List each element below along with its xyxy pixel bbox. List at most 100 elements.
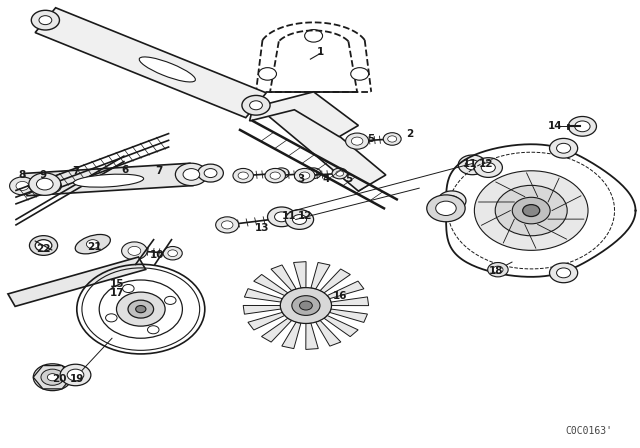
Circle shape	[292, 215, 307, 224]
Polygon shape	[271, 265, 296, 291]
Polygon shape	[327, 281, 364, 299]
Circle shape	[16, 181, 29, 190]
Circle shape	[346, 133, 369, 149]
Ellipse shape	[140, 57, 195, 82]
Circle shape	[568, 116, 596, 136]
Circle shape	[493, 266, 503, 273]
Circle shape	[274, 168, 289, 179]
Circle shape	[305, 30, 323, 42]
Circle shape	[47, 374, 58, 381]
Circle shape	[336, 171, 344, 176]
Circle shape	[275, 212, 289, 222]
Text: 6: 6	[121, 165, 129, 175]
Circle shape	[383, 133, 401, 145]
Circle shape	[280, 215, 289, 221]
Circle shape	[265, 168, 285, 183]
Circle shape	[86, 240, 99, 249]
Circle shape	[198, 164, 223, 182]
Circle shape	[474, 158, 502, 177]
Polygon shape	[253, 275, 288, 296]
Circle shape	[46, 182, 56, 190]
Text: C0C0163': C0C0163'	[565, 426, 612, 436]
Circle shape	[221, 221, 233, 229]
Circle shape	[123, 284, 134, 293]
Circle shape	[46, 373, 59, 382]
Circle shape	[488, 263, 508, 277]
Circle shape	[128, 246, 141, 255]
Circle shape	[136, 306, 146, 313]
Text: 8: 8	[19, 170, 26, 180]
Circle shape	[106, 314, 117, 322]
Text: 1: 1	[316, 47, 324, 56]
Circle shape	[216, 217, 239, 233]
Circle shape	[168, 250, 177, 257]
Ellipse shape	[76, 234, 110, 254]
Text: 2: 2	[406, 129, 413, 139]
Circle shape	[164, 297, 176, 305]
Circle shape	[40, 368, 65, 386]
Text: 11: 11	[282, 211, 296, 221]
Circle shape	[300, 301, 312, 310]
Circle shape	[575, 121, 590, 132]
Text: 12: 12	[479, 159, 493, 168]
Circle shape	[550, 138, 578, 158]
Polygon shape	[282, 322, 301, 349]
Text: 12: 12	[298, 211, 312, 221]
Text: 17: 17	[110, 289, 124, 298]
Text: 19: 19	[70, 374, 84, 383]
Circle shape	[238, 172, 248, 179]
Circle shape	[242, 95, 270, 115]
Circle shape	[285, 210, 314, 229]
Circle shape	[36, 178, 53, 190]
Polygon shape	[262, 318, 292, 342]
Text: 10: 10	[150, 250, 164, 260]
Circle shape	[481, 163, 495, 172]
Circle shape	[116, 292, 165, 326]
Polygon shape	[330, 309, 367, 323]
Circle shape	[31, 179, 52, 193]
Polygon shape	[8, 257, 146, 306]
Text: 22: 22	[36, 244, 51, 254]
Circle shape	[31, 10, 60, 30]
Polygon shape	[316, 320, 341, 346]
Circle shape	[41, 369, 64, 385]
Text: 7: 7	[155, 166, 163, 176]
Circle shape	[310, 171, 317, 176]
Circle shape	[427, 195, 465, 222]
Polygon shape	[244, 289, 282, 302]
Circle shape	[458, 155, 486, 175]
Polygon shape	[24, 163, 193, 196]
Text: 4: 4	[323, 174, 330, 184]
Text: 21: 21	[88, 242, 102, 252]
Circle shape	[332, 168, 348, 179]
Circle shape	[29, 236, 58, 255]
Circle shape	[557, 268, 571, 278]
Circle shape	[280, 288, 332, 323]
Text: 11: 11	[463, 159, 477, 168]
Circle shape	[163, 246, 182, 260]
Circle shape	[67, 369, 84, 381]
Polygon shape	[306, 323, 318, 349]
Circle shape	[512, 197, 550, 224]
Text: 7: 7	[72, 166, 79, 176]
Circle shape	[41, 179, 61, 193]
Circle shape	[204, 168, 217, 177]
Circle shape	[436, 201, 456, 215]
Circle shape	[29, 173, 61, 195]
Text: 15: 15	[110, 280, 124, 289]
Circle shape	[275, 211, 293, 224]
Circle shape	[147, 326, 159, 334]
Circle shape	[351, 137, 363, 145]
Circle shape	[445, 196, 459, 206]
Polygon shape	[33, 366, 72, 389]
Circle shape	[351, 68, 369, 80]
Polygon shape	[311, 263, 330, 289]
Text: 9: 9	[40, 170, 47, 180]
Circle shape	[292, 296, 320, 315]
Circle shape	[300, 172, 310, 179]
Circle shape	[128, 300, 154, 318]
Polygon shape	[331, 297, 369, 306]
Circle shape	[36, 182, 47, 190]
Text: 13: 13	[255, 224, 269, 233]
Circle shape	[388, 136, 397, 142]
